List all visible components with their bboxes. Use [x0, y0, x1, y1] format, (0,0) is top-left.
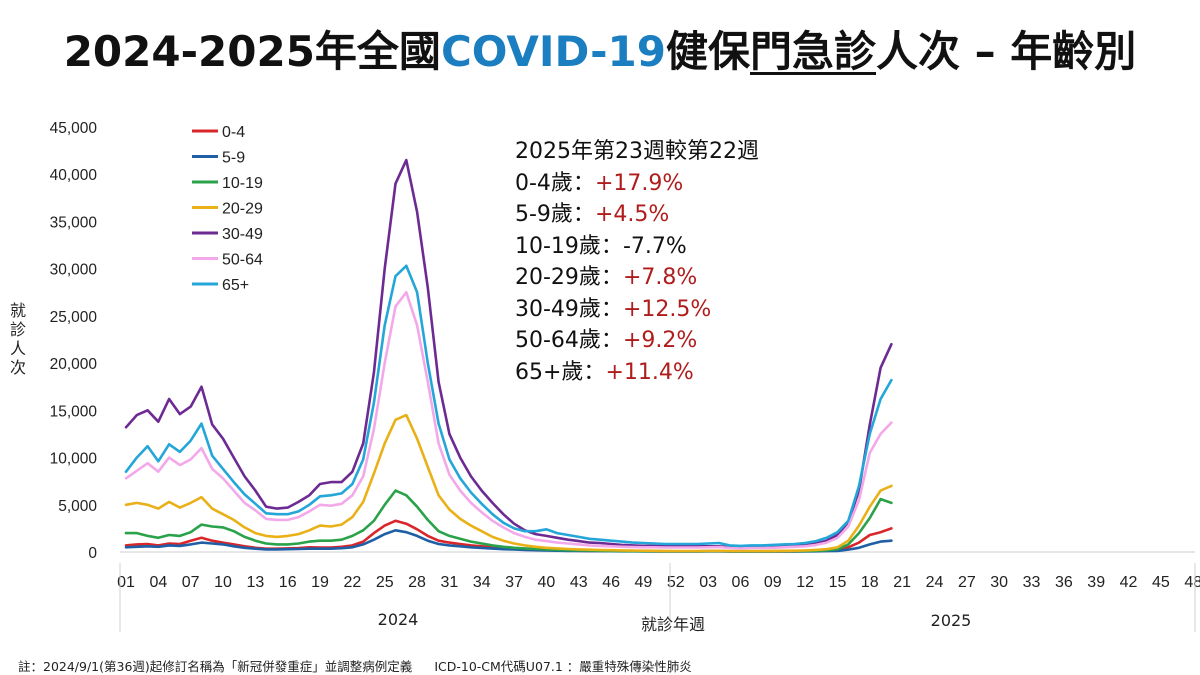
y-tick-label: 45,000 — [50, 120, 98, 137]
legend-label: 30-49 — [222, 226, 263, 243]
annotation-age-label: 10-19歲： — [515, 233, 623, 259]
y-tick-label: 25,000 — [50, 309, 98, 326]
page-title: 2024-2025年全國COVID-19健保門急診人次 – 年齡別 — [0, 18, 1200, 79]
x-tick-label: 39 — [1087, 574, 1105, 591]
title-part-1: 2024-2025年全國 — [63, 27, 441, 76]
x-tick-label: 21 — [893, 574, 911, 591]
x-tick-label: 43 — [570, 574, 588, 591]
legend-label: 5-9 — [222, 150, 245, 167]
weekly-change-annotation: 2025年第23週較第22週 0-4歲：+17.9% 5-9歲：+4.5% 10-1… — [515, 136, 759, 388]
x-tick-label: 01 — [117, 574, 135, 591]
legend-label: 10-19 — [222, 175, 263, 192]
y-tick-label: 30,000 — [50, 262, 98, 279]
title-covid: COVID-19 — [440, 27, 666, 76]
x-tick-label: 27 — [958, 574, 976, 591]
y-tick-label: 40,000 — [50, 167, 98, 184]
legend-label: 65+ — [222, 277, 249, 294]
x-tick-label: 37 — [505, 574, 523, 591]
footnote: 註：2024/9/1(第36週)起修訂名稱為「新冠併發重症」並調整病例定義 ICD… — [18, 656, 692, 675]
y-tick-label: 10,000 — [50, 451, 98, 468]
x-tick-label: 15 — [829, 574, 847, 591]
annotation-row: 0-4歲：+17.9% — [515, 168, 759, 200]
annotation-row: 10-19歲：-7.7% — [515, 231, 759, 263]
x-tick-label: 30 — [990, 574, 1008, 591]
chart-axes: 0 5,000 10,000 15,000 20,000 25,000 30,000 35,0… — [10, 120, 1200, 634]
chart-legend: 0-4 5-9 10-19 20-29 30-49 50-64 65+ — [192, 124, 263, 294]
title-outpatient: 門急診 — [750, 27, 877, 76]
legend-label: 0-4 — [222, 124, 245, 141]
x-tick-label: 07 — [182, 574, 200, 591]
y-tick-label: 0 — [88, 545, 97, 562]
annotation-age-label: 20-29歲： — [515, 265, 623, 290]
year-label-2025: 2025 — [931, 611, 972, 630]
x-tick-label: 06 — [732, 574, 750, 591]
x-tick-label: 42 — [1120, 574, 1138, 591]
x-tick-label: 04 — [149, 574, 167, 591]
year-label-2024: 2024 — [378, 610, 419, 629]
x-tick-label: 34 — [473, 574, 491, 591]
annotation-change-value: +7.8% — [622, 265, 698, 290]
annotation-rows: 0-4歲：+17.9% 5-9歲：+4.5% 10-19歲：-7.7% 20-29歲：… — [515, 168, 759, 389]
x-tick-label: 25 — [376, 574, 394, 591]
annotation-change-value: +4.5% — [594, 202, 670, 227]
annotation-change-value: +12.5% — [622, 296, 712, 322]
chart-series-lines — [124, 158, 893, 553]
x-tick-label: 22 — [343, 574, 361, 591]
footnote-left: 註：2024/9/1(第36週)起修訂名稱為「新冠併發重症」並調整病例定義 — [18, 659, 413, 674]
x-axis-title: 就診年週 — [641, 615, 705, 634]
series-line-20-29 — [124, 413, 893, 553]
annotation-change-value: +9.2% — [622, 328, 698, 353]
annotation-age-label: 5-9歲： — [515, 202, 595, 227]
series-line-50-64 — [124, 290, 893, 550]
annotation-change-value: +11.4% — [605, 359, 694, 385]
title-part-5: 人次 – 年齡別 — [876, 27, 1137, 76]
y-tick-label: 35,000 — [50, 214, 98, 231]
y-tick-label: 5,000 — [58, 498, 97, 515]
legend-label: 50-64 — [222, 252, 263, 269]
annotation-change-value: -7.7% — [622, 233, 687, 259]
title-part-3: 健保 — [666, 27, 751, 76]
x-tick-label: 10 — [214, 574, 232, 591]
x-tick-label: 40 — [538, 574, 556, 591]
x-tick-label: 48 — [1184, 574, 1200, 591]
y-axis-label-char: 人 — [10, 339, 26, 358]
y-tick-label: 15,000 — [50, 403, 98, 420]
annotation-age-label: 0-4歲： — [515, 170, 595, 196]
annotation-age-label: 50-64歲： — [515, 328, 623, 353]
x-tick-label: 09 — [764, 574, 782, 591]
y-axis-label-char: 就 — [10, 301, 26, 320]
y-axis-label-char: 次 — [10, 358, 26, 377]
x-tick-label: 36 — [1055, 574, 1073, 591]
annotation-row: 30-49歲：+12.5% — [515, 294, 759, 326]
annotation-change-value: +17.9% — [594, 170, 684, 196]
annotation-heading: 2025年第23週較第22週 — [515, 139, 759, 164]
x-tick-label: 46 — [602, 574, 620, 591]
x-tick-label: 13 — [246, 574, 264, 591]
footnote-right: ICD-10-CM代碼U07.1 ：嚴重特殊傳染性肺炎 — [434, 659, 692, 674]
x-tick-label: 33 — [1023, 574, 1041, 591]
x-tick-label: 49 — [635, 574, 653, 591]
annotation-row: 65+歲：+11.4% — [515, 357, 759, 389]
x-tick-label: 52 — [667, 574, 685, 591]
annotation-age-label: 65+歲： — [515, 359, 606, 385]
x-tick-label: 16 — [279, 574, 297, 591]
x-tick-label: 12 — [796, 574, 814, 591]
x-tick-label: 24 — [926, 574, 944, 591]
annotation-row: 50-64歲：+9.2% — [515, 325, 759, 357]
x-tick-label: 03 — [699, 574, 717, 591]
annotation-row: 20-29歲：+7.8% — [515, 262, 759, 294]
x-tick-label: 18 — [861, 574, 879, 591]
x-tick-label: 45 — [1152, 574, 1170, 591]
annotation-row: 5-9歲：+4.5% — [515, 199, 759, 231]
y-tick-label: 20,000 — [50, 356, 98, 373]
y-axis-label-char: 診 — [10, 320, 26, 339]
x-tick-label: 31 — [441, 574, 459, 591]
series-line-65+ — [124, 264, 893, 548]
x-tick-label: 19 — [311, 574, 329, 591]
legend-label: 20-29 — [222, 201, 263, 218]
x-tick-label: 28 — [408, 574, 426, 591]
annotation-age-label: 30-49歲： — [515, 296, 623, 322]
